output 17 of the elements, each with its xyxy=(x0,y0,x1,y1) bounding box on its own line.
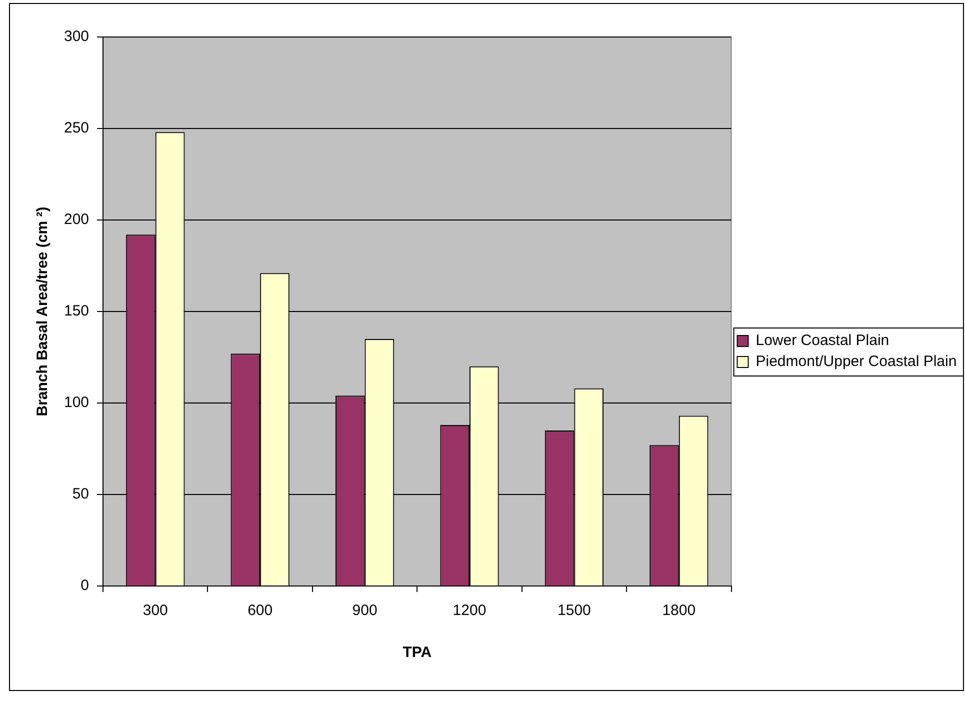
x-tick-label: 1200 xyxy=(452,602,486,620)
y-tick-label: 50 xyxy=(72,486,90,503)
x-tick-label: 900 xyxy=(352,602,378,620)
x-tick-label: 600 xyxy=(248,602,273,620)
y-tick-label: 150 xyxy=(64,302,90,320)
y-tick-label: 0 xyxy=(80,577,90,594)
y-tick-label: 300 xyxy=(64,28,90,46)
y-axis-title: Branch Basal Area/tree (cm ²) xyxy=(34,206,52,416)
x-axis-title: TPA xyxy=(402,644,432,662)
y-tick-label: 200 xyxy=(64,211,90,228)
x-tick-label: 1500 xyxy=(558,602,591,620)
y-tick-label: 100 xyxy=(64,394,90,412)
y-tick-label: 250 xyxy=(64,120,90,137)
x-tick-label: 300 xyxy=(142,602,168,620)
legend-label: Lower Coastal Plain xyxy=(756,332,890,350)
legend-label: Piedmont/Upper Coastal Plain xyxy=(756,353,957,370)
x-tick-label: 1800 xyxy=(662,602,696,620)
